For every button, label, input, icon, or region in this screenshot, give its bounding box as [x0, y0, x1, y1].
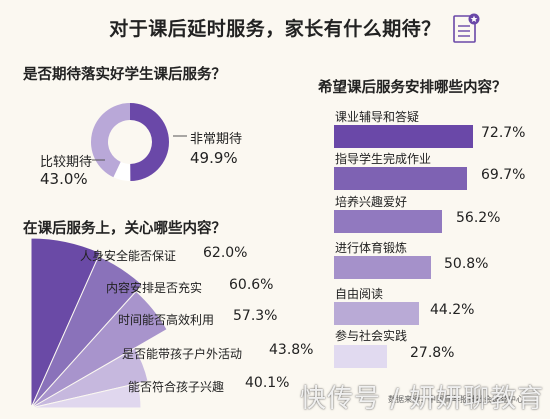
bar-5	[334, 302, 419, 325]
bar-3	[334, 210, 442, 233]
bar-value-3: 56.2%	[456, 210, 501, 226]
bar-label-3: 培养兴趣爱好	[335, 195, 408, 209]
watermark: 快传号 / 妍妍聊教育	[300, 384, 545, 414]
fan-label-2: 内容安排是否充实	[106, 281, 203, 295]
bar-label-1: 课业辅导和答疑	[335, 110, 420, 124]
fan-value-3: 57.3%	[233, 308, 278, 324]
donut-value-somewhat-expect: 43.0%	[40, 170, 88, 188]
fan-label-4: 是否能带孩子户外活动	[122, 347, 243, 361]
donut-slice-very-expect	[130, 103, 169, 181]
fan-sector-5	[30, 382, 142, 409]
bar-2	[334, 167, 468, 190]
fan-chart-title: 在课后服务上，关心哪些内容？	[23, 221, 226, 237]
donut-label-very-expect: 非常期待	[190, 132, 243, 147]
bar-value-2: 69.7%	[481, 167, 526, 183]
donut-chart-title: 是否期待落实好学生课后服务？	[23, 67, 226, 83]
fan-label-3: 时间能否高效利用	[118, 313, 215, 327]
bar-label-5: 自由阅读	[335, 287, 384, 301]
bar-6	[334, 345, 388, 368]
donut-label-somewhat-expect: 比较期待	[40, 155, 93, 170]
fan-label-5: 能否符合孩子兴趣	[128, 380, 225, 394]
bar-label-6: 参与社会实践	[335, 329, 408, 343]
donut-value-very-expect: 49.9%	[190, 149, 238, 167]
fan-value-2: 60.6%	[229, 277, 274, 293]
bar-label-2: 指导学生完成作业	[335, 152, 432, 166]
bar-1	[334, 125, 473, 148]
fan-value-1: 62.0%	[203, 245, 248, 261]
fan-label-1: 人身安全能否保证	[80, 249, 177, 263]
bar-chart-title: 希望课后服务安排哪些内容？	[318, 80, 507, 96]
bar-label-4: 进行体育锻炼	[335, 241, 408, 255]
source-note: 数据来源：中国青年报社社会调查中心	[388, 395, 524, 404]
bar-value-1: 72.7%	[481, 125, 526, 141]
fan-value-5: 40.1%	[245, 375, 290, 391]
bar-value-4: 50.8%	[444, 256, 489, 272]
bar-4	[334, 256, 432, 279]
document-star-icon	[453, 13, 480, 43]
bar-value-6: 27.8%	[410, 345, 455, 361]
donut-slice-somewhat-expect	[91, 103, 130, 178]
donut-slice-remainder	[113, 161, 131, 181]
fan-value-4: 43.8%	[269, 342, 314, 358]
main-title: 对于课后延时服务，家长有什么期待？	[109, 18, 441, 40]
bar-value-5: 44.2%	[430, 302, 475, 318]
